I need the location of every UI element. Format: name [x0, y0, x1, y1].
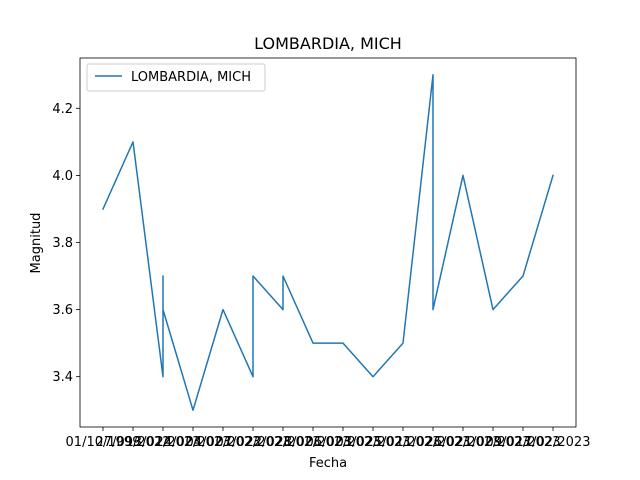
x-tick-label: 17/02/2023: [516, 435, 591, 450]
x-tick-label: 26/02/2023: [426, 435, 501, 450]
x-axis: 01/10/199927/09/202213/01/202324/02/2023…: [66, 427, 591, 450]
y-axis: 3.4 3.6 3.8 4.0 4.2: [52, 102, 80, 385]
x-tick-label: 11/02/2023: [396, 435, 471, 450]
plot-area: [80, 58, 576, 427]
x-tick-label: 06/02/2023: [306, 435, 381, 450]
legend-label: LOMBARDIA, MICH: [131, 70, 251, 85]
y-tick-label: 4.2: [52, 102, 73, 117]
x-axis-label: Fecha: [309, 456, 347, 471]
y-tick-label: 3.8: [52, 236, 73, 251]
data-points: [102, 74, 554, 411]
x-tick-label: 03/02/2023: [336, 435, 411, 450]
y-tick-label: 3.6: [52, 303, 73, 318]
x-tick-label: 07/02/2023: [216, 435, 291, 450]
y-tick-label: 4.0: [52, 169, 73, 184]
plot-frame: [79, 57, 577, 428]
x-tick-label: 24/02/2023: [156, 435, 231, 450]
x-tick-label: 25/02/2023: [366, 435, 441, 450]
x-tick-label: 01/10/1999: [66, 435, 141, 450]
x-tick-label: 28/02/2023: [276, 435, 351, 450]
x-tick-label: 09/02/2023: [486, 435, 561, 450]
y-tick-label: 3.4: [52, 370, 73, 385]
x-tick-label: 13/01/2023: [126, 435, 201, 450]
x-tick-label: 21/02/2023: [456, 435, 531, 450]
y-axis-label: Magnitud: [29, 213, 44, 274]
legend-box: [86, 63, 266, 92]
legend: LOMBARDIA, MICH: [86, 63, 266, 92]
x-tick-label: 27/09/2022: [96, 435, 171, 450]
x-tick-label: 04/02/2023: [186, 435, 261, 450]
chart-title: LOMBARDIA, MICH: [254, 34, 402, 53]
x-tick-label: 22/02/2023: [246, 435, 321, 450]
